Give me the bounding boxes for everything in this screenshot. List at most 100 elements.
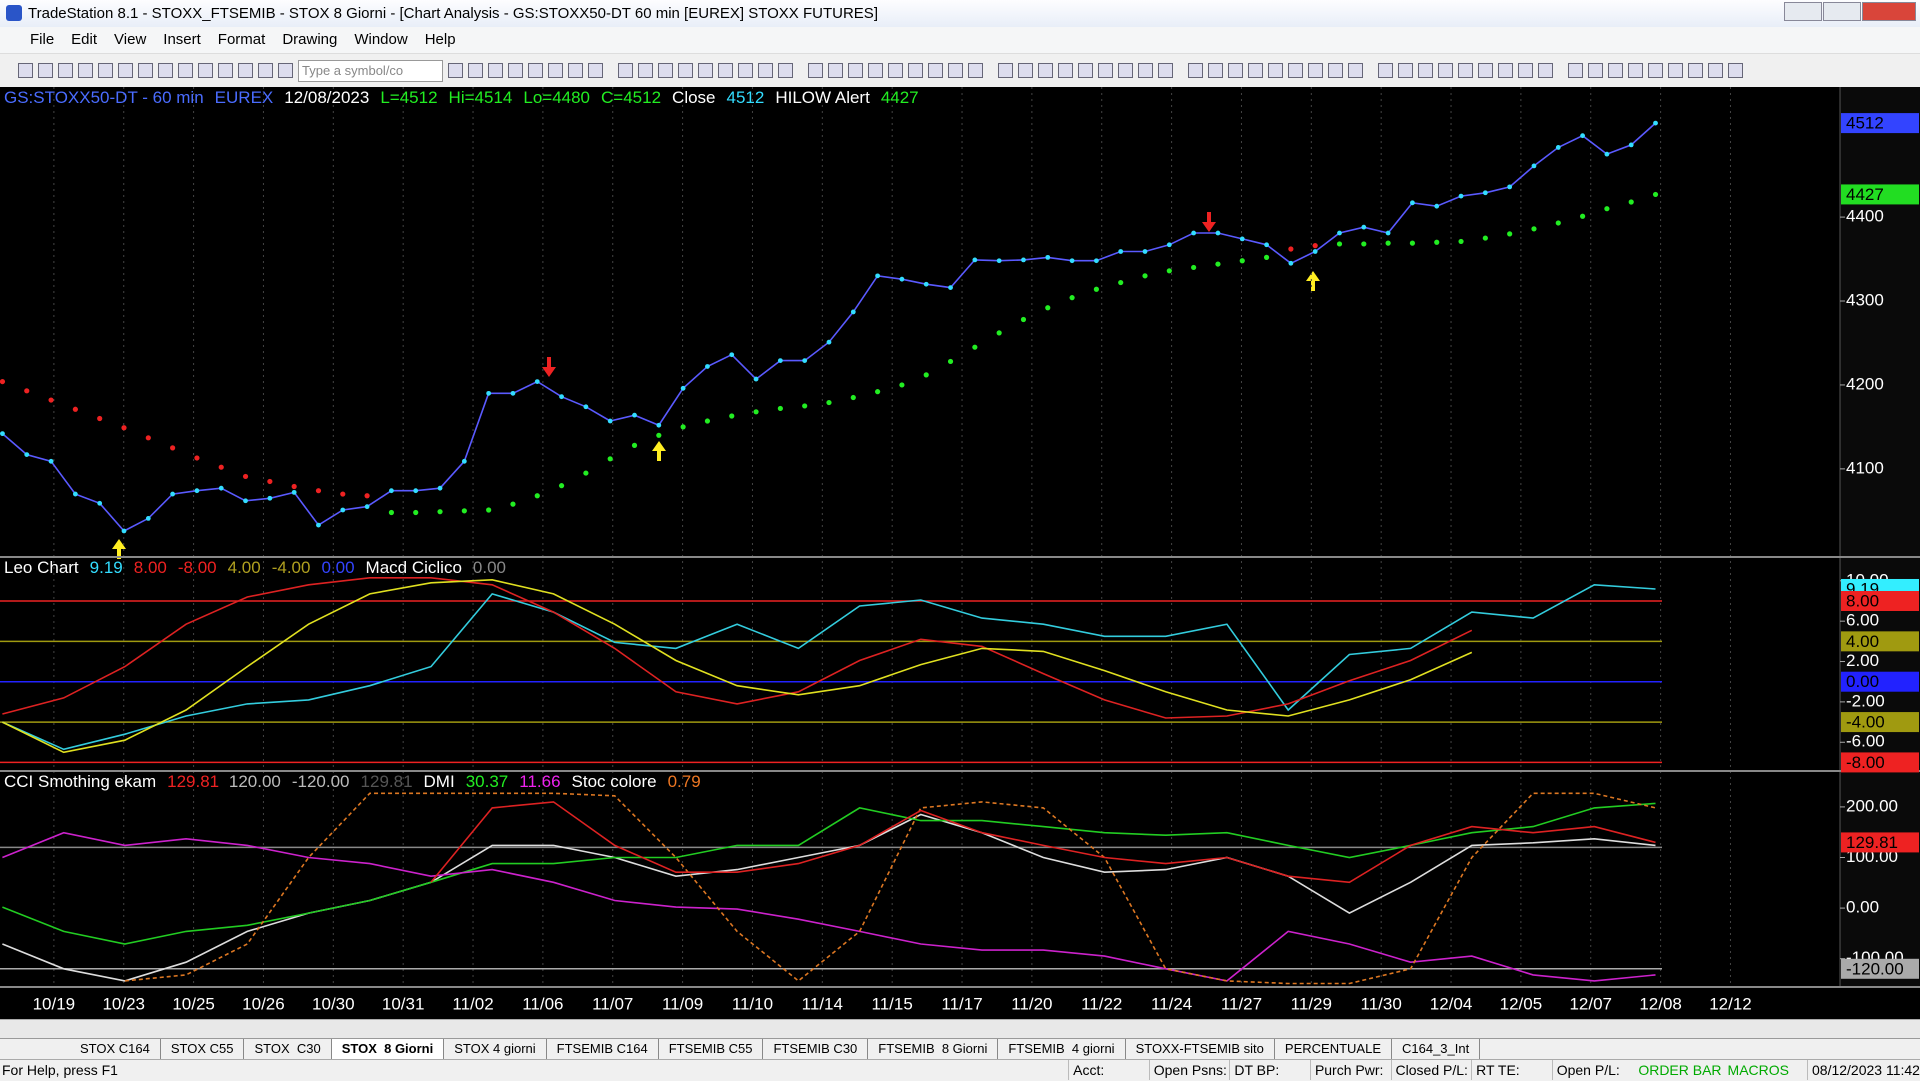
toolbar-button[interactable]	[1688, 63, 1703, 78]
toolbar-button[interactable]	[1538, 63, 1553, 78]
toolbar-button[interactable]	[78, 63, 93, 78]
toolbar-button[interactable]	[18, 63, 33, 78]
symbol-box[interactable]: Type a symbol/co	[298, 59, 443, 82]
toolbar-button[interactable]	[1708, 63, 1723, 78]
toolbar-button[interactable]	[1208, 63, 1223, 78]
toolbar-button[interactable]	[698, 63, 713, 78]
toolbar-button[interactable]	[1188, 63, 1203, 78]
toolbar-button[interactable]	[1608, 63, 1623, 78]
toolbar-button[interactable]	[1438, 63, 1453, 78]
toolbar-button[interactable]	[1098, 63, 1113, 78]
workspace-tab[interactable]: STOXX-FTSEMIB sito	[1126, 1039, 1275, 1059]
horizontal-scrollbar[interactable]	[0, 1019, 1920, 1038]
workspace-tab[interactable]: STOX C55	[161, 1039, 245, 1059]
toolbar-button[interactable]	[828, 63, 843, 78]
workspace-tab[interactable]: STOX C30	[244, 1039, 332, 1059]
toolbar-button[interactable]	[1228, 63, 1243, 78]
toolbar-button[interactable]	[158, 63, 173, 78]
toolbar-button[interactable]	[1018, 63, 1033, 78]
toolbar-button[interactable]	[1568, 63, 1583, 78]
toolbar-button[interactable]	[448, 63, 463, 78]
workspace-tab[interactable]: FTSEMIB C30	[763, 1039, 869, 1059]
toolbar-button[interactable]	[618, 63, 633, 78]
toolbar-button[interactable]	[468, 63, 483, 78]
toolbar-button[interactable]	[1078, 63, 1093, 78]
toolbar-button[interactable]	[848, 63, 863, 78]
workspace-tab[interactable]: C164_3_Int	[1392, 1039, 1481, 1059]
toolbar-button[interactable]	[178, 63, 193, 78]
toolbar-button[interactable]	[58, 63, 73, 78]
toolbar-button[interactable]	[548, 63, 563, 78]
menu-item[interactable]: Format	[217, 31, 266, 48]
toolbar-button[interactable]	[1038, 63, 1053, 78]
toolbar-button[interactable]	[928, 63, 943, 78]
toolbar-button[interactable]	[278, 63, 293, 78]
toolbar-button[interactable]	[1668, 63, 1683, 78]
toolbar-button[interactable]	[718, 63, 733, 78]
toolbar-button[interactable]	[1118, 63, 1133, 78]
workspace-tab[interactable]: FTSEMIB C55	[659, 1039, 764, 1059]
toolbar-button[interactable]	[778, 63, 793, 78]
toolbar-button[interactable]	[1588, 63, 1603, 78]
toolbar-button[interactable]	[1328, 63, 1343, 78]
toolbar-button[interactable]	[738, 63, 753, 78]
close-button[interactable]	[1862, 2, 1916, 21]
toolbar-button[interactable]	[868, 63, 883, 78]
toolbar-button[interactable]	[1458, 63, 1473, 78]
workspace-tab[interactable]: PERCENTUALE	[1275, 1039, 1392, 1059]
toolbar-button[interactable]	[968, 63, 983, 78]
toolbar-button[interactable]	[1348, 63, 1363, 78]
toolbar-button[interactable]	[1308, 63, 1323, 78]
toolbar-button[interactable]	[1518, 63, 1533, 78]
menu-item[interactable]: File	[30, 31, 55, 48]
toolbar-button[interactable]	[1378, 63, 1393, 78]
toolbar-button[interactable]	[658, 63, 673, 78]
menu-item[interactable]: Help	[424, 31, 456, 48]
workspace-tab[interactable]: STOX C164	[70, 1039, 161, 1059]
toolbar-button[interactable]	[1398, 63, 1413, 78]
toolbar-button[interactable]	[1728, 63, 1743, 78]
toolbar-button[interactable]	[1478, 63, 1493, 78]
toolbar-button[interactable]	[1498, 63, 1513, 78]
toolbar-button[interactable]	[1058, 63, 1073, 78]
toolbar-button[interactable]	[1158, 63, 1173, 78]
toolbar-button[interactable]	[888, 63, 903, 78]
toolbar-button[interactable]	[908, 63, 923, 78]
menu-item[interactable]: Window	[354, 31, 408, 48]
toolbar-button[interactable]	[1628, 63, 1643, 78]
menu-item[interactable]: Edit	[71, 31, 98, 48]
toolbar-button[interactable]	[1288, 63, 1303, 78]
maximize-button[interactable]	[1823, 2, 1861, 21]
menu-item[interactable]: Drawing	[282, 31, 338, 48]
toolbar-button[interactable]	[758, 63, 773, 78]
workspace-tab[interactable]: FTSEMIB 8 Giorni	[868, 1039, 999, 1059]
menu-item[interactable]: View	[114, 31, 147, 48]
toolbar-button[interactable]	[528, 63, 543, 78]
toolbar-button[interactable]	[138, 63, 153, 78]
toolbar-button[interactable]	[98, 63, 113, 78]
workspace-tab[interactable]: FTSEMIB 4 giorni	[998, 1039, 1126, 1059]
toolbar-button[interactable]	[218, 63, 233, 78]
toolbar-button[interactable]	[638, 63, 653, 78]
workspace-tab[interactable]: STOX 4 giorni	[444, 1039, 547, 1059]
toolbar-button[interactable]	[238, 63, 253, 78]
workspace-tab[interactable]: FTSEMIB C164	[547, 1039, 659, 1059]
workspace-tab[interactable]: STOX 8 Giorni	[331, 1039, 445, 1059]
toolbar-button[interactable]	[1418, 63, 1433, 78]
order-bar[interactable]: ORDER BAR	[1638, 1062, 1722, 1078]
toolbar-button[interactable]	[808, 63, 823, 78]
toolbar-button[interactable]	[198, 63, 213, 78]
toolbar-button[interactable]	[508, 63, 523, 78]
menu-item[interactable]: Insert	[163, 31, 201, 48]
toolbar-button[interactable]	[118, 63, 133, 78]
toolbar-button[interactable]	[488, 63, 503, 78]
toolbar-button[interactable]	[1648, 63, 1663, 78]
toolbar-button[interactable]	[38, 63, 53, 78]
toolbar-button[interactable]	[258, 63, 273, 78]
toolbar-button[interactable]	[1248, 63, 1263, 78]
toolbar-button[interactable]	[588, 63, 603, 78]
toolbar-button[interactable]	[1138, 63, 1153, 78]
macros[interactable]: MACROS	[1727, 1062, 1789, 1078]
minimize-button[interactable]	[1784, 2, 1822, 21]
toolbar-button[interactable]	[948, 63, 963, 78]
